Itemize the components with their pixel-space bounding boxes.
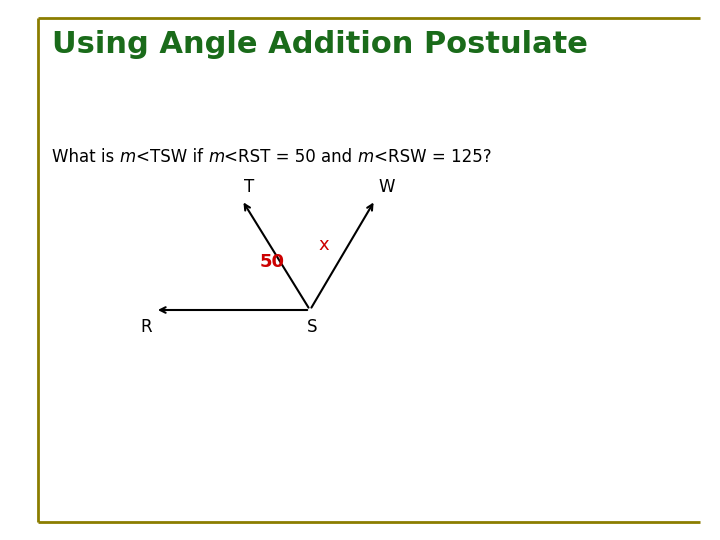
Text: <TSW if: <TSW if [136, 148, 208, 166]
Text: T: T [244, 178, 254, 196]
Text: Using Angle Addition Postulate: Using Angle Addition Postulate [52, 30, 588, 59]
Text: <RST = 50 and: <RST = 50 and [224, 148, 358, 166]
Text: m: m [208, 148, 224, 166]
Text: What is: What is [52, 148, 120, 166]
Text: <RSW = 125?: <RSW = 125? [374, 148, 492, 166]
Text: S: S [307, 318, 318, 336]
Text: x: x [318, 236, 328, 254]
Text: R: R [140, 318, 152, 336]
Text: m: m [358, 148, 374, 166]
Text: W: W [378, 178, 395, 196]
Text: m: m [120, 148, 136, 166]
Text: 50: 50 [260, 253, 285, 271]
